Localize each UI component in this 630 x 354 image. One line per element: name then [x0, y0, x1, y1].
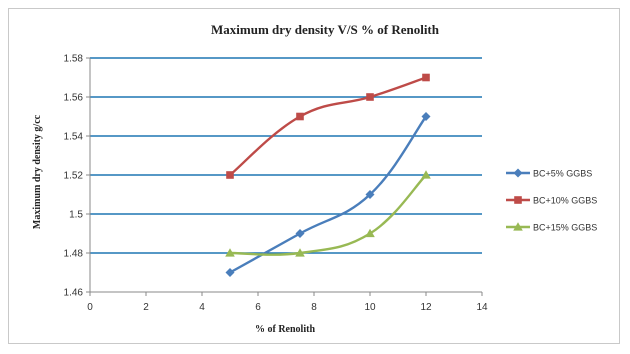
data-point [421, 170, 431, 179]
data-point [365, 190, 375, 199]
y-tick-label: 1.56 [64, 93, 84, 104]
data-point [225, 268, 235, 277]
series-2 [226, 73, 430, 179]
data-point [422, 73, 430, 82]
x-axis-title: % of Renolith [255, 324, 315, 335]
data-point [295, 229, 305, 238]
y-tick-label: 1.5 [69, 210, 83, 221]
x-tick-label: 10 [364, 302, 376, 313]
legend-label: BC+15% GGBS [533, 223, 597, 233]
x-tick-label: 8 [311, 302, 317, 313]
data-point [296, 112, 304, 121]
data-point [225, 248, 235, 257]
legend: BC+5% GGBS BC+10% GGBS BC+15% GGBS [506, 168, 597, 233]
legend-item: BC+10% GGBS [506, 196, 597, 206]
x-tick-label: 6 [255, 302, 261, 313]
data-point [514, 196, 522, 204]
legend-item: BC+5% GGBS [506, 168, 592, 179]
grid-lines [90, 57, 482, 254]
y-tick-labels: 1.46 1.48 1.5 1.52 1.54 1.56 1.58 [64, 54, 84, 299]
y-tick-label: 1.54 [64, 132, 84, 143]
series-line [229, 76, 427, 176]
axes [86, 57, 483, 296]
legend-item: BC+15% GGBS [506, 222, 597, 233]
data-point [226, 171, 234, 179]
chart-title: Maximum dry density V/S % of Renolith [211, 22, 440, 37]
legend-label: BC+10% GGBS [533, 196, 597, 206]
data-point [366, 93, 374, 101]
y-tick-label: 1.46 [64, 288, 84, 299]
data-point [295, 248, 305, 257]
series-line [229, 174, 427, 256]
series-1 [225, 112, 431, 277]
y-tick-label: 1.48 [64, 249, 84, 260]
x-tick-label: 14 [476, 302, 488, 313]
x-tick-label: 4 [199, 302, 205, 313]
data-point [365, 228, 375, 238]
x-tick-labels: 0 2 4 6 8 10 12 14 [87, 302, 488, 313]
x-tick-label: 2 [143, 302, 149, 313]
y-tick-label: 1.52 [64, 171, 84, 182]
legend-label: BC+5% GGBS [533, 169, 592, 179]
series-lines [225, 73, 431, 277]
y-axis-title: Maximum dry density g/cc [32, 114, 43, 229]
data-point [513, 222, 523, 231]
series-3 [225, 170, 431, 257]
y-tick-label: 1.58 [64, 54, 84, 65]
x-tick-label: 12 [420, 302, 432, 313]
x-tick-label: 0 [87, 302, 93, 313]
data-point [421, 112, 431, 121]
data-point [513, 168, 523, 178]
